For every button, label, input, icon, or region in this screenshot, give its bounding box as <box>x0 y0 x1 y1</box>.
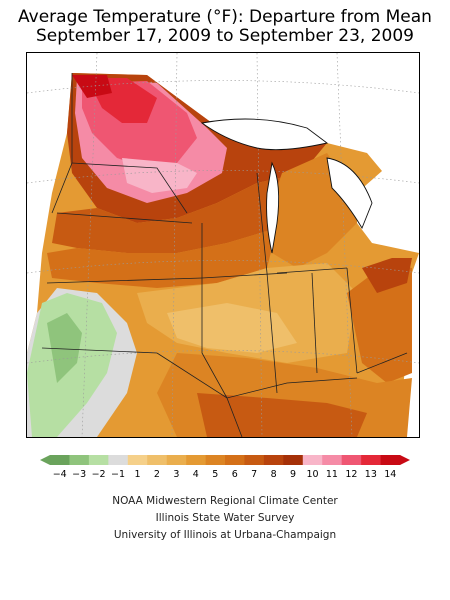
credit-line-3: University of Illinois at Urbana-Champai… <box>113 529 337 541</box>
color-legend: −4 −3 −2 −1 1 2 3 4 5 6 7 8 9 10 11 12 13 14 <box>40 452 410 482</box>
legend-label: −2 <box>92 469 106 480</box>
legend-label: 11 <box>326 469 338 480</box>
zone-14 <box>72 75 112 98</box>
great-lakes <box>200 118 373 254</box>
temperature-departure-map <box>27 53 419 437</box>
legend-label: 3 <box>173 469 179 480</box>
zone-8-east <box>362 258 412 293</box>
zone-2 <box>167 303 297 353</box>
credit-line-2: Illinois State Water Survey <box>155 512 295 524</box>
legend-swatch <box>263 455 284 465</box>
legend-swatch <box>108 455 129 465</box>
legend-label: 10 <box>306 469 318 480</box>
outside-domain <box>27 53 419 353</box>
credits: NOAA Midwestern Regional Climate Center … <box>0 493 450 544</box>
legend-label: 4 <box>193 469 199 480</box>
legend-swatch <box>147 455 167 465</box>
map-panel <box>26 52 420 438</box>
legend-swatch <box>283 455 304 465</box>
legend-swatch <box>69 455 90 465</box>
legend-arrow-left <box>40 455 50 465</box>
legend-label: 13 <box>365 469 377 480</box>
legend-label: 8 <box>271 469 277 480</box>
legend-swatch <box>225 455 245 465</box>
legend-swatch <box>244 455 265 465</box>
legend-label: 12 <box>345 469 357 480</box>
map-title: Average Temperature (°F): Departure from… <box>0 8 450 46</box>
legend-swatch <box>302 455 323 465</box>
legend-swatch <box>205 455 226 465</box>
legend-label: −1 <box>111 469 125 480</box>
title-line-2: September 17, 2009 to September 23, 2009 <box>35 26 415 46</box>
state-boundaries <box>41 73 408 437</box>
legend-bar: −4 −3 −2 −1 1 2 3 4 5 6 7 8 9 10 11 12 13 14 <box>40 455 410 480</box>
title-line-1: Average Temperature (°F): Departure from… <box>18 7 432 27</box>
legend-swatch <box>50 455 70 465</box>
legend-label: 2 <box>154 469 160 480</box>
zone-6 <box>47 228 277 288</box>
legend-label: 14 <box>384 469 396 480</box>
legend-swatch <box>88 455 109 465</box>
legend-label: −4 <box>53 469 67 480</box>
legend-label: 7 <box>251 469 257 480</box>
zone-neg3 <box>47 313 82 383</box>
legend-swatch <box>127 455 148 465</box>
zone-7-south <box>197 393 367 437</box>
zone-6-east <box>347 263 412 383</box>
legend-swatch <box>166 455 187 465</box>
legend-swatch <box>186 455 206 465</box>
legend-swatch <box>341 455 362 465</box>
graticule <box>27 53 419 437</box>
zone-7 <box>52 173 327 253</box>
legend-label: 9 <box>290 469 296 480</box>
legend-swatch <box>380 455 401 465</box>
legend-label: 1 <box>134 469 140 480</box>
credit-line-1: NOAA Midwestern Regional Climate Center <box>112 495 338 507</box>
legend-label: 6 <box>232 469 238 480</box>
legend-swatch <box>322 455 342 465</box>
legend-arrow-right <box>400 455 410 465</box>
legend-label: −3 <box>72 469 86 480</box>
legend-swatch <box>361 455 381 465</box>
legend-label: 5 <box>212 469 218 480</box>
